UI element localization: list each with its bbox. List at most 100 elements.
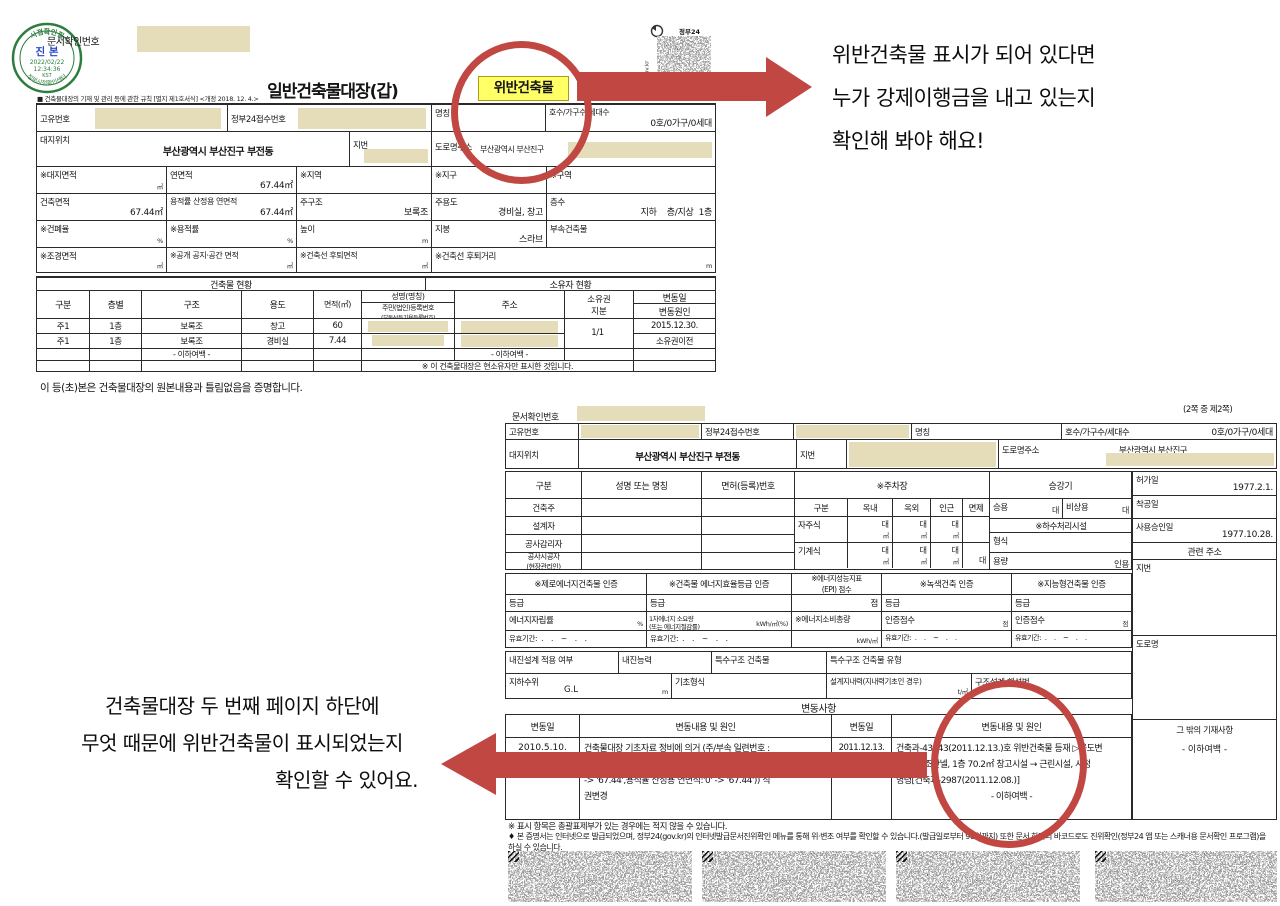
epi-h1: ※에너지성능지표 — [811, 574, 862, 583]
related-addr-cell: 관련 주소 — [1133, 542, 1276, 559]
unit-pct: % — [637, 620, 643, 628]
field-site-value: 부산광역시 부산진구 부전동 — [578, 440, 796, 468]
people-name-cell — [581, 553, 701, 570]
score-cell: 인증점수 점 — [1011, 612, 1131, 630]
parking-col: 구분 — [813, 503, 829, 514]
field-far-area: 용적률 산정용 연면적 67.44㎡ — [166, 194, 296, 220]
blank-marker: - 이하여백 - — [1181, 745, 1228, 755]
cell-area: 60 — [313, 319, 361, 333]
elevator-block: 승용 대 비상용 대 ※하수처리시설 형식 용량 인용 — [989, 498, 1132, 570]
self-rate-cell: 에너지자립률% — [506, 612, 646, 630]
seismic-ability-label: 내진능력 — [622, 656, 652, 666]
unit-dae: 대 — [1051, 506, 1059, 515]
share-h1: 소유권 — [587, 294, 611, 305]
unit-m2: ㎡ — [286, 262, 294, 270]
parking-row-label: 기계식 — [795, 543, 847, 568]
seismic-ability-cell: 내진능력 — [618, 652, 711, 673]
point-unit: 점 — [1002, 620, 1008, 628]
energy-h2: ※건축물 에너지효율등급 인증 — [646, 574, 791, 594]
units-value: 0호/0가구/0세대 — [1211, 428, 1273, 438]
change-line: 권변경 — [584, 792, 608, 802]
field-setback-area: ※건축선 후퇴면적 ㎡ — [296, 248, 431, 272]
parking-cell: 대 ㎡ — [892, 543, 930, 568]
field-gov24-no: 정부24접수번호 — [701, 424, 793, 439]
unit-m2: ㎡ — [920, 558, 928, 566]
unit-dae: 대 — [951, 520, 959, 529]
unit-m: m — [421, 237, 428, 245]
people-row-label: 공사시공자 (현장관리인) — [506, 553, 581, 570]
callout-line: 무엇 때문에 위반건축물이 표시되었는지 — [81, 731, 403, 755]
owner-name-h3: (부동산등기용등록번호) — [362, 313, 454, 318]
unit-m2: ㎡ — [156, 183, 164, 191]
zone-label: ※지역 — [300, 171, 322, 181]
site-value: 부산광역시 부산진구 부전동 — [635, 452, 740, 463]
p2-main-table: 구분 성명 또는 명칭 면허(등록)번호 ※주차장 승강기 건축주 설계자 공사… — [505, 471, 1132, 570]
redacted-value — [461, 321, 558, 333]
unit-m2: ㎡ — [952, 532, 960, 540]
far-label: ※용적률 — [170, 225, 199, 235]
special-structure-cell: 특수구조 건축물 — [711, 652, 826, 673]
field-jibun-value — [846, 440, 998, 468]
unit-m: m — [705, 262, 712, 270]
barcode — [702, 851, 886, 902]
unit-dae: 대 — [881, 520, 889, 529]
certify-text: 이 등(초)본은 건축물대장의 원본내용과 틀림없음을 증명합니다. — [40, 382, 303, 394]
p1-row-idnum: 고유번호 정부24접수번호 명칭 호수/가구수/세대수 0호/0가구/0세대 — [36, 103, 716, 131]
field-coverage: ※건폐율% — [37, 221, 166, 247]
field-building-area: 건축면적 67.44㎡ — [37, 194, 166, 220]
grade-label: 등급 — [885, 599, 900, 609]
cell-use: 창고 — [241, 319, 313, 333]
start-label: 착공일 — [1136, 500, 1159, 510]
field-site: 대지위치 — [506, 440, 578, 468]
cell — [564, 349, 633, 360]
sewage-capacity: 용량 인용 — [990, 552, 1132, 572]
cell — [37, 349, 89, 360]
approval-label: 사용승인일 — [1136, 523, 1174, 533]
people-name-cell — [581, 535, 701, 552]
cell — [141, 361, 241, 371]
gross-area-label: 연면적 — [170, 171, 193, 181]
cell-structure: 보록조 — [141, 333, 241, 348]
highlight-circle-bottom — [931, 680, 1087, 848]
main-use-label: 주용도 — [435, 198, 458, 208]
grade-cell: 등급 — [646, 595, 791, 611]
unit-m2: ㎡ — [156, 262, 164, 270]
emergency-label: 비상용 — [1066, 503, 1089, 513]
barcode-corner-mark — [508, 851, 519, 862]
sewage-title: ※하수처리시설 — [990, 518, 1132, 532]
field-height: 높이 m — [296, 221, 431, 247]
cell-owner-name — [361, 333, 454, 348]
parking-cell: 대 ㎡ — [930, 517, 962, 542]
grade-label: 등급 — [509, 599, 524, 609]
redacted-value — [577, 406, 705, 421]
cell-share — [564, 319, 633, 333]
gov24-no-label: 정부24접수번호 — [231, 115, 286, 125]
parking-cell: 대 ㎡ — [930, 543, 962, 568]
road-label: 도로명 — [1136, 640, 1159, 650]
uid-label: 고유번호 — [509, 428, 539, 438]
cell — [313, 361, 361, 371]
change-content-header: 변동내용 및 원인 — [580, 715, 831, 738]
arrow-right-body — [577, 72, 767, 101]
mechanical-label: 기계식 — [798, 547, 821, 557]
roof-label: 지붕 — [435, 225, 450, 235]
contractor-label-1: 공사시공자 — [527, 553, 561, 561]
barcode — [896, 851, 1080, 902]
score-label: 인증점수 — [885, 616, 915, 626]
change-date-header: 변동일 — [506, 715, 579, 738]
field-jibun: 지번 — [349, 132, 431, 166]
page1-document: 시점확인필 정부시점확인센터 진 본 2022/02/22 12:34:36 K… — [0, 0, 720, 400]
energy-h5: ※지능형건축물 인증 — [1011, 574, 1131, 594]
field-name: 명칭 — [911, 424, 1061, 439]
consume-cell: ※에너지소비총량 — [791, 612, 881, 630]
people-rows: 건축주 설계자 공사감리자 공사시공자 (현장관리인) — [506, 498, 794, 570]
people-row-label: 건축주 — [532, 503, 555, 514]
grade-cell: 등급 — [506, 595, 646, 611]
field-uid: 고유번호 — [506, 424, 578, 439]
redacted-value — [298, 108, 426, 129]
primary-label-2: (또는 에너지절감률) — [649, 623, 700, 630]
field-section: ※구역 — [546, 167, 715, 193]
field-far: ※용적률% — [166, 221, 296, 247]
seismic-apply-label: 내진설계 적용 여부 — [509, 656, 573, 666]
elevator-passenger: 승용 대 — [990, 499, 1062, 518]
